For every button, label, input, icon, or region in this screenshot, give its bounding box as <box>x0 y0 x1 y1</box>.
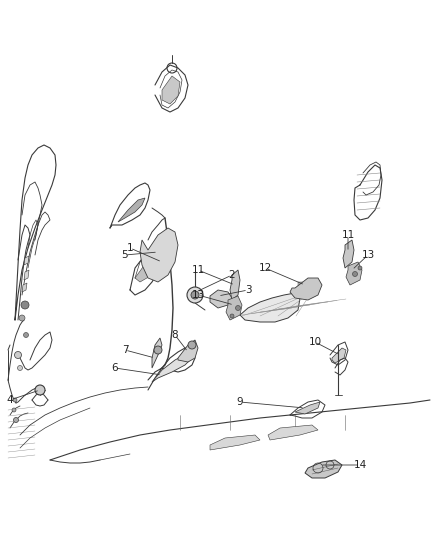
Circle shape <box>353 271 357 277</box>
Polygon shape <box>226 296 242 320</box>
Polygon shape <box>295 402 320 414</box>
Bar <box>298 282 303 286</box>
Circle shape <box>14 351 21 359</box>
Polygon shape <box>332 348 346 363</box>
Polygon shape <box>152 338 162 368</box>
Text: 11: 11 <box>341 230 355 240</box>
Bar <box>304 292 309 296</box>
Bar <box>310 282 315 286</box>
Circle shape <box>18 366 22 370</box>
Circle shape <box>14 417 18 423</box>
Text: 3: 3 <box>245 285 251 295</box>
Circle shape <box>188 341 196 349</box>
Polygon shape <box>24 270 29 280</box>
Text: 6: 6 <box>112 363 118 373</box>
Polygon shape <box>152 352 192 382</box>
Polygon shape <box>140 228 178 282</box>
Polygon shape <box>305 460 342 478</box>
Polygon shape <box>343 240 354 268</box>
Text: 14: 14 <box>353 460 367 470</box>
Text: 13: 13 <box>191 290 205 300</box>
Text: 7: 7 <box>122 345 128 355</box>
Circle shape <box>19 315 25 321</box>
Circle shape <box>21 301 29 309</box>
Text: 11: 11 <box>191 265 205 275</box>
Polygon shape <box>230 270 240 300</box>
Circle shape <box>12 408 16 412</box>
Circle shape <box>24 333 28 337</box>
Text: 4: 4 <box>7 395 13 405</box>
Text: 1: 1 <box>127 243 133 253</box>
Polygon shape <box>162 76 180 104</box>
Circle shape <box>236 305 240 311</box>
Circle shape <box>191 291 199 299</box>
Polygon shape <box>210 290 232 308</box>
Circle shape <box>358 266 362 270</box>
Circle shape <box>154 346 162 354</box>
Polygon shape <box>346 262 362 285</box>
Polygon shape <box>24 256 29 265</box>
Bar <box>304 282 309 286</box>
Text: 9: 9 <box>237 397 244 407</box>
Text: 12: 12 <box>258 263 272 273</box>
Circle shape <box>230 314 234 318</box>
Polygon shape <box>240 293 300 322</box>
Circle shape <box>187 287 203 303</box>
Polygon shape <box>178 340 198 362</box>
Text: 2: 2 <box>229 270 235 280</box>
Circle shape <box>35 385 45 395</box>
Polygon shape <box>268 425 318 440</box>
Text: 5: 5 <box>122 250 128 260</box>
Text: 8: 8 <box>172 330 178 340</box>
Polygon shape <box>290 278 322 300</box>
Bar <box>310 292 315 296</box>
Polygon shape <box>118 198 145 222</box>
Bar <box>310 287 315 291</box>
Polygon shape <box>22 283 27 292</box>
Text: 10: 10 <box>308 337 321 347</box>
Bar <box>298 292 303 296</box>
Circle shape <box>13 398 17 402</box>
Polygon shape <box>210 435 260 450</box>
Polygon shape <box>135 260 155 282</box>
Bar <box>298 287 303 291</box>
Bar <box>304 287 309 291</box>
Text: 13: 13 <box>361 250 374 260</box>
